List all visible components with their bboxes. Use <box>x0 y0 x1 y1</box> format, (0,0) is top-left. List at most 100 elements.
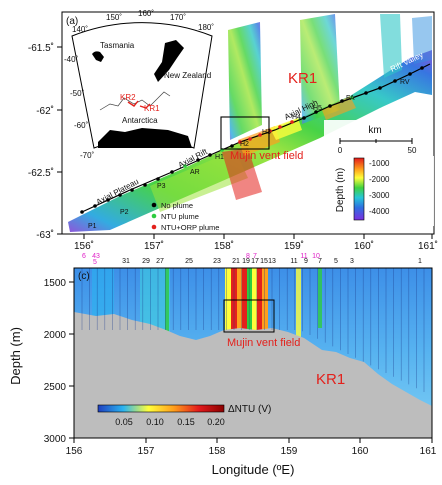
lon-tick: 160˚ <box>354 240 374 252</box>
section-station-number: 17 <box>251 258 259 265</box>
inset-lat-tick: -70˚ <box>80 151 95 160</box>
section-station-number-magenta: 11 <box>300 253 307 260</box>
section-x-tick: 158 <box>209 446 226 457</box>
scale-bar-tick-0: 0 <box>338 146 343 155</box>
station-marker <box>350 96 354 100</box>
section-station-number-magenta: 7 <box>253 253 257 260</box>
inset-lat-tick: -60˚ <box>74 121 89 130</box>
ntu-tick: 0.20 <box>207 417 225 427</box>
ntu-tick: 0.15 <box>177 417 195 427</box>
depth-tick: -4000 <box>369 207 390 216</box>
ntu-colorbar-group: ΔNTU (V) 0.05 0.10 0.15 0.20 <box>97 404 271 427</box>
station-marker <box>183 164 187 168</box>
depth-legend-title: Depth (m) <box>335 168 346 212</box>
station-marker <box>290 120 294 124</box>
lon-tick: 161˚ <box>418 240 438 252</box>
station-marker <box>420 66 424 70</box>
station-marker <box>238 140 242 144</box>
station-marker <box>93 204 97 208</box>
section-y-label: Depth (m) <box>8 327 23 385</box>
inset-lon-tick: 170˚ <box>170 13 186 22</box>
section-station-number: 3 <box>350 258 354 265</box>
vent-field-box <box>220 116 270 150</box>
section-station-number-magenta: 43 <box>92 253 100 260</box>
station-code-h1: H1 <box>215 154 224 161</box>
inset-lon-tick: 180˚ <box>198 23 214 32</box>
cast-lines <box>81 268 425 392</box>
plume-core <box>242 268 247 354</box>
section-station-number: 27 <box>156 258 164 265</box>
inset-new-zealand-shape <box>154 40 184 82</box>
inset-tasmania-shape <box>92 51 104 62</box>
section-station-number-magenta: 8 <box>246 253 250 260</box>
section-station-number: 23 <box>213 258 221 265</box>
station-marker <box>364 91 368 95</box>
plume-core <box>225 268 231 354</box>
section-x-tick: 161 <box>420 446 437 457</box>
station-code-p1: P1 <box>88 223 97 230</box>
section-y-tick: 1500 <box>44 278 67 289</box>
section-x-tick: 160 <box>352 446 369 457</box>
section-station-number-magenta: 6 <box>82 253 86 260</box>
section-station-number-magenta: 10 <box>312 253 320 260</box>
scale-bar-unit: km <box>368 125 381 136</box>
station-marker <box>378 86 382 90</box>
legend-ntu-orp-label: NTU+ORP plume <box>161 223 219 232</box>
station-marker <box>143 183 147 187</box>
inset-label-tasmania: Tasmania <box>100 41 135 50</box>
inset-label-new-zealand: New Zealand <box>164 71 211 80</box>
section-station-number: 13 <box>268 258 276 265</box>
station-marker <box>118 193 122 197</box>
inset-lon-tick: 160˚ <box>138 9 154 18</box>
plume-core <box>262 268 268 354</box>
legend-no-plume-label: No plume <box>161 201 193 210</box>
section-station-number: 19 <box>242 258 250 265</box>
plume-legend: No plume NTU plume NTU+ORP plume <box>151 201 219 232</box>
station-marker <box>208 153 212 157</box>
station-marker <box>170 170 174 174</box>
plume-core <box>257 268 262 354</box>
legend-ntu-orp-marker <box>151 224 157 230</box>
section-frame <box>73 267 433 439</box>
station-marker <box>156 177 160 181</box>
ntu-colorbar-title: ΔNTU (V) <box>228 404 271 415</box>
section-station-number: 29 <box>142 258 150 265</box>
ridge-axis-line <box>81 63 431 213</box>
lat-tick: -63˚ <box>36 229 54 241</box>
station-marker <box>302 116 306 120</box>
scale-bar: km 0 50 <box>324 120 426 155</box>
ntu-tick: 0.05 <box>115 417 133 427</box>
section-y-axis: 1500 2000 2500 3000 Depth (m) <box>8 278 74 445</box>
station-marker <box>130 188 134 192</box>
section-station-number: 11 <box>290 258 297 265</box>
plume-core <box>252 268 257 354</box>
station-marker <box>278 125 282 129</box>
station-marker <box>230 144 234 148</box>
section-vent-box <box>223 299 275 333</box>
section-x-tick: 157 <box>138 446 155 457</box>
section-x-label: Longitude (ºE) <box>212 462 295 477</box>
inset-lon-tick: 150˚ <box>106 13 122 22</box>
swath-bathymetry <box>68 14 432 232</box>
locator-inset: Tasmania New Zealand Antarctica KR2 KR1 … <box>64 9 214 160</box>
station-marker <box>393 79 397 83</box>
section-ridge-label: KR1 <box>316 371 345 388</box>
lon-axis: 156˚ 157˚ 158˚ 159˚ 160˚ 161˚ <box>74 234 438 252</box>
legend-no-plume-marker <box>151 202 157 208</box>
section-station-number: 25 <box>185 258 193 265</box>
section-station-number: 1 <box>418 258 422 265</box>
panel-label-c: (c) <box>78 271 90 282</box>
station-code-h4: H4 <box>292 114 301 121</box>
inset-antarctica-shape <box>98 128 192 148</box>
station-marker <box>314 110 318 114</box>
station-marker <box>328 104 332 108</box>
station-code-h3: H3 <box>262 129 271 136</box>
station-marker <box>80 210 84 214</box>
station-marker <box>340 99 344 103</box>
depth-tick: -2000 <box>369 175 390 184</box>
section-x-tick: 159 <box>281 446 298 457</box>
section-y-tick: 2500 <box>44 382 67 393</box>
section-y-tick: 2000 <box>44 330 67 341</box>
lon-tick: 159˚ <box>284 240 304 252</box>
